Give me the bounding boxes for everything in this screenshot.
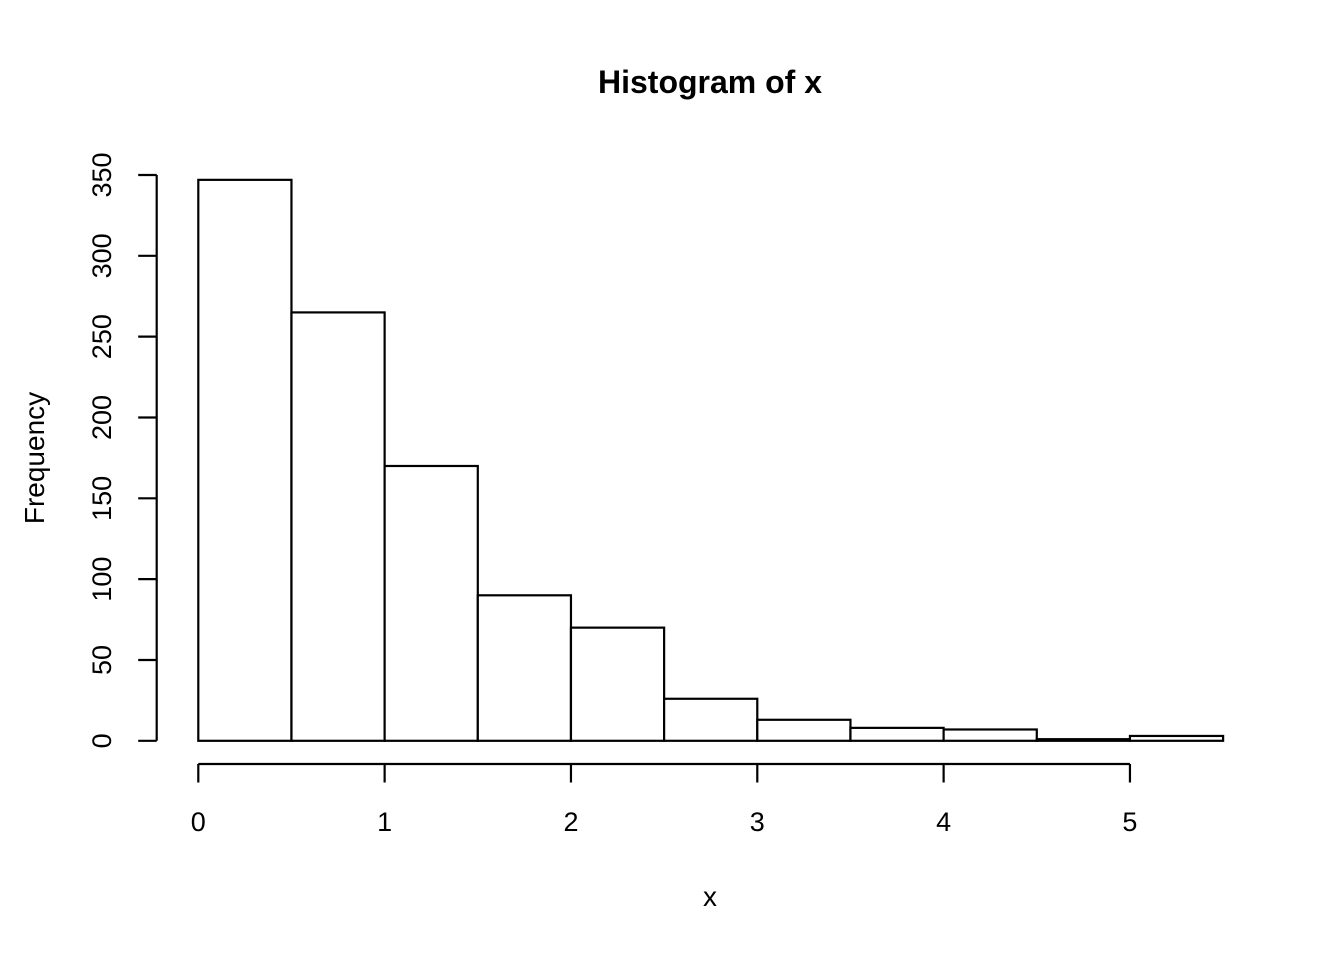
y-tick-label: 150	[87, 476, 117, 521]
histogram-bar	[569, 626, 666, 742]
x-tick-label: 2	[563, 807, 578, 837]
x-tick-label: 0	[191, 807, 206, 837]
histogram-bar	[756, 718, 852, 742]
axes: 0 50 100 150 200 250 300 350 0 1 2 3 4 5	[87, 152, 1137, 837]
histogram-bar	[942, 728, 1038, 742]
histogram-bar	[476, 594, 573, 742]
histogram-bar	[290, 311, 386, 742]
x-tick-label: 4	[936, 807, 951, 837]
histogram-bar	[849, 726, 945, 742]
histogram-bars	[197, 178, 1225, 742]
y-tick-label: 50	[87, 645, 117, 675]
histogram-bar	[663, 697, 759, 742]
histogram-bar	[383, 464, 479, 742]
x-tick-label: 5	[1122, 807, 1137, 837]
x-tick-label: 3	[750, 807, 765, 837]
chart-title: Histogram of x	[598, 64, 822, 100]
y-tick-label: 250	[87, 314, 117, 359]
histogram-bar	[1035, 738, 1132, 742]
x-tick-label: 1	[377, 807, 392, 837]
y-tick-label: 100	[87, 557, 117, 602]
y-tick-label: 300	[87, 233, 117, 278]
y-tick-label: 200	[87, 395, 117, 440]
y-tick-label: 350	[87, 152, 117, 197]
x-axis-label: x	[703, 881, 717, 912]
histogram-bar	[1128, 734, 1225, 742]
y-tick-label: 0	[87, 733, 117, 748]
y-axis-label: Frequency	[19, 392, 50, 524]
histogram-bar	[197, 178, 293, 742]
